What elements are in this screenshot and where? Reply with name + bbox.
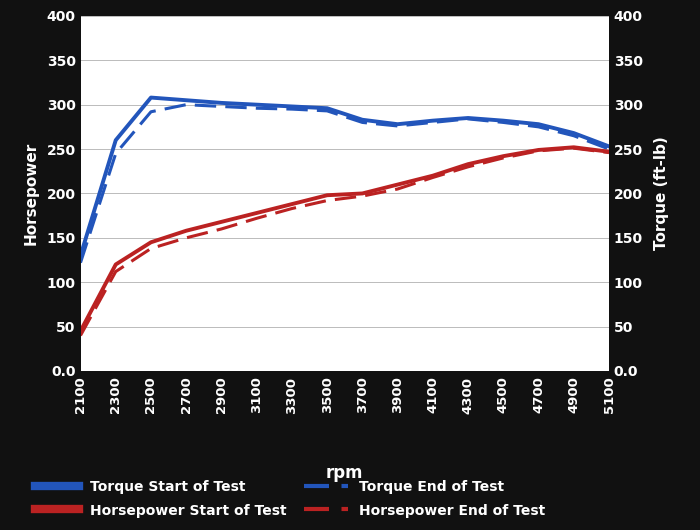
Y-axis label: Horsepower: Horsepower [23,142,38,245]
Legend: Torque Start of Test, Horsepower Start of Test, Torque End of Test, Horsepower E: Torque Start of Test, Horsepower Start o… [35,480,545,518]
Y-axis label: Torque (ft-lb): Torque (ft-lb) [654,137,669,250]
X-axis label: rpm: rpm [326,464,363,482]
